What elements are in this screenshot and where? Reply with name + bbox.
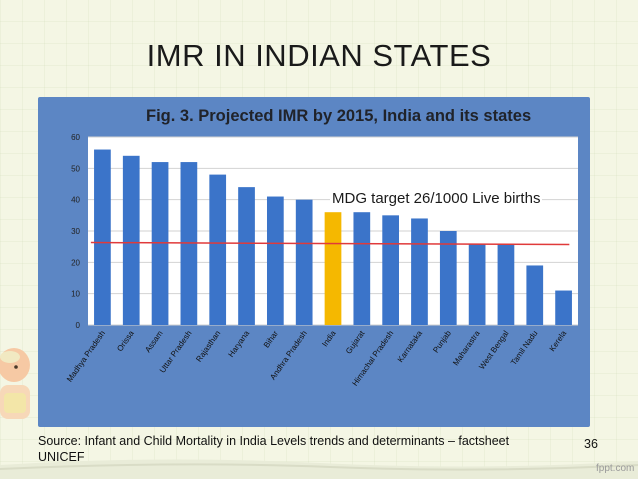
bar-orissa (122, 155, 140, 325)
x-tick-label: Tamil Nadu (509, 329, 539, 367)
x-tick-label: India (320, 329, 338, 349)
baby-illustration-icon (0, 348, 30, 419)
y-tick-label: 60 (71, 133, 80, 142)
bar-himachal-pradesh (382, 215, 400, 325)
y-tick-label: 50 (71, 164, 80, 173)
watermark: fppt.com (596, 463, 635, 474)
source-line-1: Source: Infant and Child Mortality in In… (38, 434, 510, 448)
bar-haryana (238, 187, 255, 325)
bar-punjab (439, 231, 457, 325)
bar-maharastra (468, 243, 486, 325)
mdg-target-label: MDG target 26/1000 Live births (330, 190, 543, 207)
x-tick-label: Orissa (115, 329, 136, 354)
bar-tamil-nadu (526, 265, 544, 325)
y-tick-label: 10 (71, 290, 80, 299)
x-tick-label: Bihar (262, 329, 280, 350)
y-tick-label: 40 (71, 196, 80, 205)
x-tick-label: Assam (143, 329, 165, 354)
bar-india (324, 212, 342, 325)
x-tick-label: Gujarat (344, 328, 367, 355)
source-line-2: UNICEF (38, 450, 85, 464)
bar-bihar (266, 196, 284, 325)
bar-kerela (555, 290, 572, 325)
slide-title: IMR IN INDIAN STATES (146, 38, 492, 73)
y-tick-label: 0 (76, 321, 81, 330)
y-tick-label: 30 (71, 227, 80, 236)
y-tick-label: 20 (71, 258, 80, 267)
x-tick-label: Rajasthan (194, 329, 222, 364)
x-tick-label: Maharastra (451, 329, 482, 368)
x-tick-label: Punjab (431, 329, 453, 355)
x-tick-label: Karnataka (396, 329, 425, 364)
bar-madhya-pradesh (94, 149, 111, 325)
bar-andhra-pradesh (295, 199, 313, 325)
chart-title: Fig. 3. Projected IMR by 2015, India and… (146, 107, 532, 125)
x-tick-label: Kerela (548, 329, 569, 354)
mdg-target-line (90, 241, 570, 246)
x-tick-label: Madhya Pradesh (65, 329, 107, 384)
source-citation: Source: Infant and Child Mortality in In… (38, 433, 538, 465)
x-tick-label: Haryana (226, 329, 251, 359)
bar-gujarat (353, 212, 371, 325)
page-number: 36 (584, 437, 598, 451)
bar-rajasthan (209, 174, 227, 325)
footer-ribbon (0, 459, 638, 479)
chart-frame: 0 10 20 30 40 50 60 Madhya Pradesh Orissa Assam Ut… (38, 97, 590, 427)
bar-karnataka (411, 218, 428, 325)
bar-west-bengal (497, 243, 515, 325)
x-tick-label: West Bengal (477, 329, 510, 371)
